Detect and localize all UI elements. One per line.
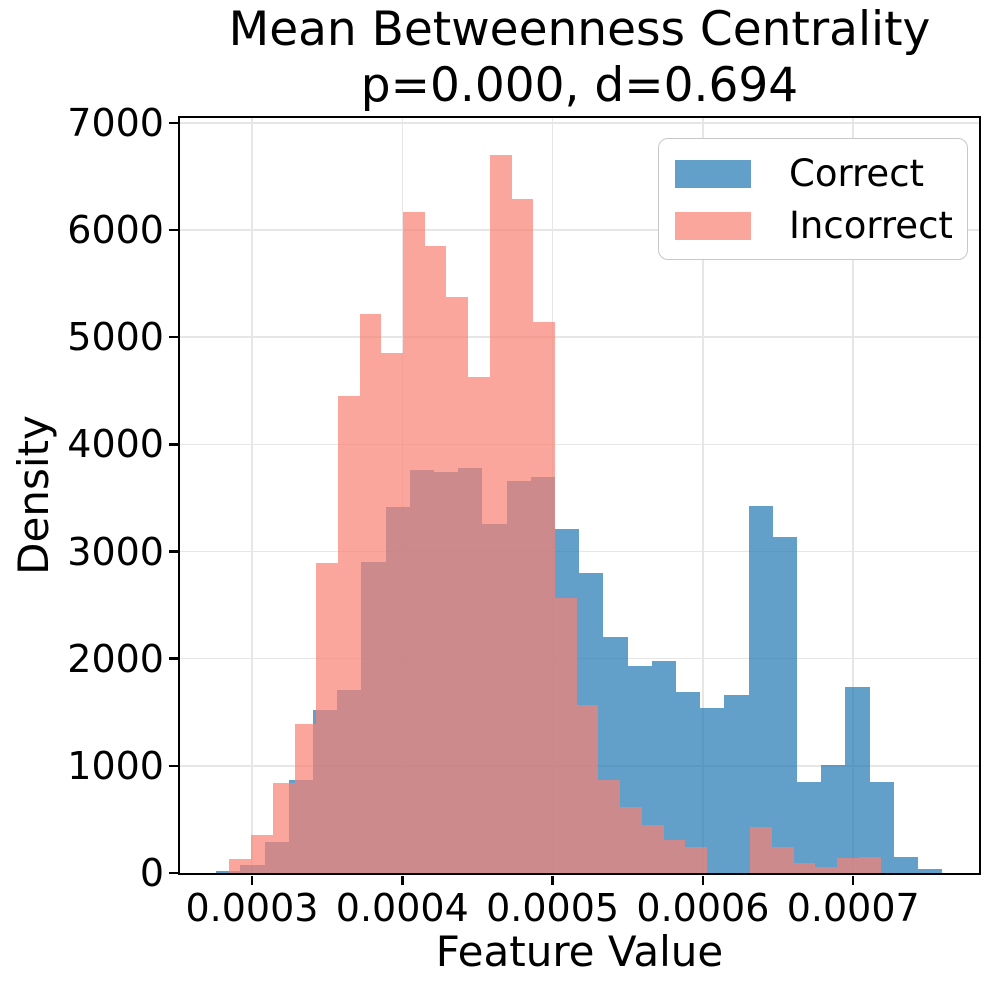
- histogram-bar-correct: [918, 868, 942, 873]
- y-tick-mark: [168, 443, 178, 446]
- histogram-bar-incorrect: [381, 353, 403, 873]
- x-tick-mark: [701, 875, 705, 885]
- histogram-bar-incorrect: [468, 376, 490, 873]
- histogram-bar-incorrect: [837, 858, 859, 873]
- legend: Correct Incorrect: [658, 138, 968, 260]
- histogram-bar-incorrect: [859, 856, 881, 873]
- x-tick-label: 0.0007: [786, 886, 920, 930]
- y-tick-mark: [168, 121, 178, 125]
- legend-item-correct: Correct: [659, 149, 967, 199]
- legend-label-incorrect: Incorrect: [789, 204, 953, 247]
- y-tick-label: 1000: [67, 743, 164, 788]
- x-tick-mark: [250, 875, 254, 885]
- y-gridline: [180, 550, 979, 553]
- histogram-bar-incorrect: [685, 847, 707, 873]
- histogram-bar-incorrect: [360, 313, 381, 873]
- chart-title: Mean Betweenness Centrality: [228, 2, 931, 57]
- histogram-bar-incorrect: [598, 779, 620, 873]
- y-tick-label: 5000: [67, 315, 164, 360]
- histogram-bar-incorrect: [446, 296, 468, 873]
- histogram-bar-incorrect: [555, 597, 577, 873]
- histogram-bar-incorrect: [750, 826, 772, 873]
- histogram-bar-correct: [773, 537, 797, 873]
- y-tick-mark: [168, 550, 178, 553]
- x-tick-label: 0.0006: [636, 886, 770, 930]
- chart-title-block: Mean Betweenness Centrality p=0.000, d=0…: [180, 2, 979, 114]
- y-tick-label: 3000: [67, 529, 164, 574]
- histogram-bar-incorrect: [490, 155, 512, 873]
- y-tick-mark: [168, 335, 178, 339]
- x-tick-mark: [851, 875, 855, 885]
- histogram-bar-correct: [821, 764, 845, 873]
- histogram-bar-incorrect: [229, 859, 251, 873]
- x-gridline: [251, 118, 253, 873]
- histogram-bar-incorrect: [815, 867, 837, 873]
- histogram-bar-correct: [749, 506, 773, 873]
- x-gridline: [702, 118, 704, 873]
- histogram-bar-incorrect: [338, 396, 360, 873]
- x-tick-mark: [551, 875, 554, 885]
- histogram-bar-incorrect: [403, 211, 425, 873]
- x-tick-label: 0.0003: [185, 886, 319, 930]
- histogram-bar-correct: [845, 686, 870, 873]
- histogram-bar-correct: [216, 870, 240, 873]
- y-tick-mark: [168, 764, 178, 768]
- histogram-bar-correct: [894, 856, 918, 873]
- y-gridline: [180, 122, 979, 124]
- histogram-bar-incorrect: [772, 846, 794, 873]
- histogram-bar-incorrect: [425, 246, 446, 873]
- x-gridline: [852, 118, 854, 873]
- histogram-bar-incorrect: [620, 806, 642, 873]
- y-tick-mark: [168, 228, 178, 232]
- histogram-bar-incorrect: [577, 704, 598, 873]
- legend-label-correct: Correct: [789, 152, 925, 195]
- histogram-bar-incorrect: [664, 839, 685, 873]
- y-tick-label: 2000: [67, 636, 164, 681]
- y-tick-label: 6000: [67, 208, 164, 253]
- y-tick-mark: [168, 871, 178, 875]
- histogram-bar-incorrect: [316, 563, 338, 873]
- plot-area: [180, 118, 979, 873]
- histogram-bar-correct: [724, 694, 749, 873]
- histogram-bar-correct: [700, 708, 724, 873]
- histogram-bar-incorrect: [295, 723, 316, 873]
- y-tick-label: 4000: [67, 422, 164, 467]
- y-gridline: [180, 229, 979, 231]
- y-tick-mark: [168, 657, 178, 660]
- x-tick-label: 0.0005: [486, 886, 620, 930]
- histogram-bar-incorrect: [533, 322, 555, 873]
- y-gridline: [180, 336, 979, 338]
- histogram-bar-incorrect: [512, 199, 533, 873]
- legend-swatch-correct: [675, 160, 751, 188]
- x-tick-label: 0.0004: [335, 886, 469, 930]
- legend-item-incorrect: Incorrect: [659, 201, 967, 251]
- y-gridline: [180, 443, 979, 446]
- x-tick-mark: [401, 875, 404, 885]
- x-axis-label: Feature Value: [435, 927, 724, 976]
- y-tick-label: 0: [139, 851, 164, 895]
- histogram-bar-incorrect: [794, 862, 815, 873]
- y-tick-label: 7000: [67, 100, 164, 145]
- histogram-bar-correct: [797, 781, 821, 873]
- histogram-bar-incorrect: [273, 783, 295, 873]
- histogram-bar-incorrect: [251, 834, 273, 873]
- chart-subtitle: p=0.000, d=0.694: [360, 58, 799, 113]
- legend-swatch-incorrect: [675, 212, 751, 240]
- histogram-bar-incorrect: [642, 824, 664, 873]
